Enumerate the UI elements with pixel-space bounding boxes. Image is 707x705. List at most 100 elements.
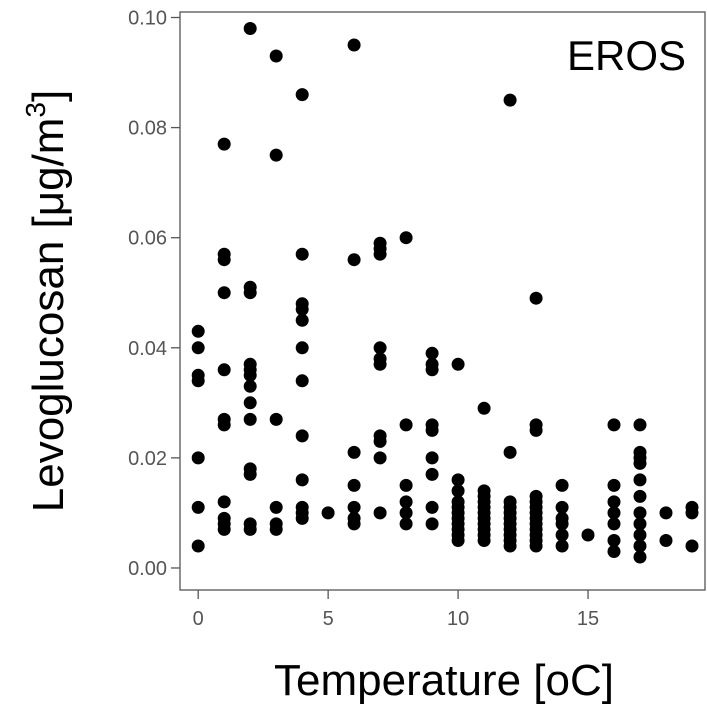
data-point (451, 484, 465, 498)
data-point (399, 418, 413, 432)
data-point (503, 93, 517, 107)
data-point (607, 534, 621, 547)
data-point (243, 22, 257, 35)
data-point (633, 418, 647, 432)
data-point (269, 517, 283, 531)
data-point (503, 495, 517, 509)
data-point (425, 467, 439, 481)
data-point (295, 88, 309, 102)
x-tick-label: 5 (323, 608, 334, 630)
data-point (243, 379, 257, 393)
data-point (477, 401, 491, 415)
x-tick-label: 15 (577, 608, 599, 630)
data-point (425, 500, 439, 514)
data-point (425, 357, 439, 371)
data-point (503, 445, 517, 459)
data-point (347, 511, 361, 525)
data-point (685, 500, 699, 514)
data-point (269, 148, 283, 162)
data-point (477, 484, 491, 498)
y-tick-label: 0.08 (128, 118, 167, 140)
data-point (451, 357, 465, 371)
x-axis-ticks: 0 5 10 15 (193, 590, 599, 630)
data-point (633, 550, 647, 564)
data-point (607, 506, 621, 520)
x-tick-label: 0 (193, 608, 204, 630)
y-axis-ticks: 0.00 0.02 0.04 0.06 0.08 0.10 (128, 8, 180, 580)
panel-label: EROS (567, 32, 686, 79)
data-point (269, 500, 283, 514)
data-point (399, 517, 413, 531)
data-point (373, 352, 387, 366)
data-point (373, 506, 387, 520)
y-axis-title-unit: μg/m (24, 118, 73, 217)
y-axis-title-suffix: ] (24, 90, 73, 102)
data-point (217, 511, 231, 525)
data-point (295, 297, 309, 311)
y-tick-label: 0.10 (128, 8, 167, 30)
y-tick-label: 0.06 (128, 228, 167, 250)
data-point (451, 495, 465, 509)
data-point (607, 517, 621, 531)
data-point (685, 539, 699, 553)
data-point (295, 374, 309, 388)
data-point (373, 236, 387, 250)
data-point (243, 412, 257, 426)
y-tick-label: 0.00 (128, 558, 167, 580)
data-point (321, 506, 335, 520)
data-point (191, 368, 205, 382)
data-point (243, 396, 257, 410)
data-point (607, 495, 621, 509)
data-point (399, 478, 413, 492)
data-point (633, 539, 647, 553)
data-point (217, 412, 231, 426)
y-tick-label: 0.04 (128, 338, 167, 360)
data-point (269, 412, 283, 426)
data-point (633, 517, 647, 531)
data-point (373, 429, 387, 443)
data-point (243, 280, 257, 294)
y-tick-label: 0.02 (128, 448, 167, 470)
data-point (347, 38, 361, 52)
y-axis-title-superscript: 3 (20, 102, 51, 118)
data-point (295, 500, 309, 514)
data-point (607, 545, 621, 558)
data-point (633, 473, 647, 487)
data-point (633, 506, 647, 520)
data-point (243, 517, 257, 531)
data-point (217, 286, 231, 300)
data-point (451, 473, 465, 487)
data-point (425, 451, 439, 465)
data-point (191, 539, 205, 553)
data-point (633, 489, 647, 503)
data-point (269, 49, 283, 63)
data-point (399, 231, 413, 245)
data-point (425, 346, 439, 360)
data-point (217, 495, 231, 509)
data-point (217, 137, 231, 151)
data-point (243, 357, 257, 371)
data-point (191, 451, 205, 465)
data-point (555, 478, 569, 492)
x-tick-label: 10 (447, 608, 469, 630)
data-point (295, 313, 309, 327)
data-point (633, 528, 647, 542)
data-points (191, 22, 699, 564)
data-point (529, 489, 543, 503)
data-point (425, 418, 439, 432)
data-point (555, 539, 569, 553)
data-point (555, 528, 569, 542)
data-point (217, 247, 231, 261)
data-point (217, 363, 231, 377)
y-axis-title-prefix: Levoglucosan [ (24, 216, 73, 512)
data-point (425, 517, 439, 531)
data-point (607, 418, 621, 432)
data-point (581, 528, 595, 542)
data-point (295, 247, 309, 261)
data-point (373, 341, 387, 355)
data-point (295, 341, 309, 355)
data-point (633, 445, 647, 459)
data-point (347, 253, 361, 267)
data-point (399, 506, 413, 520)
